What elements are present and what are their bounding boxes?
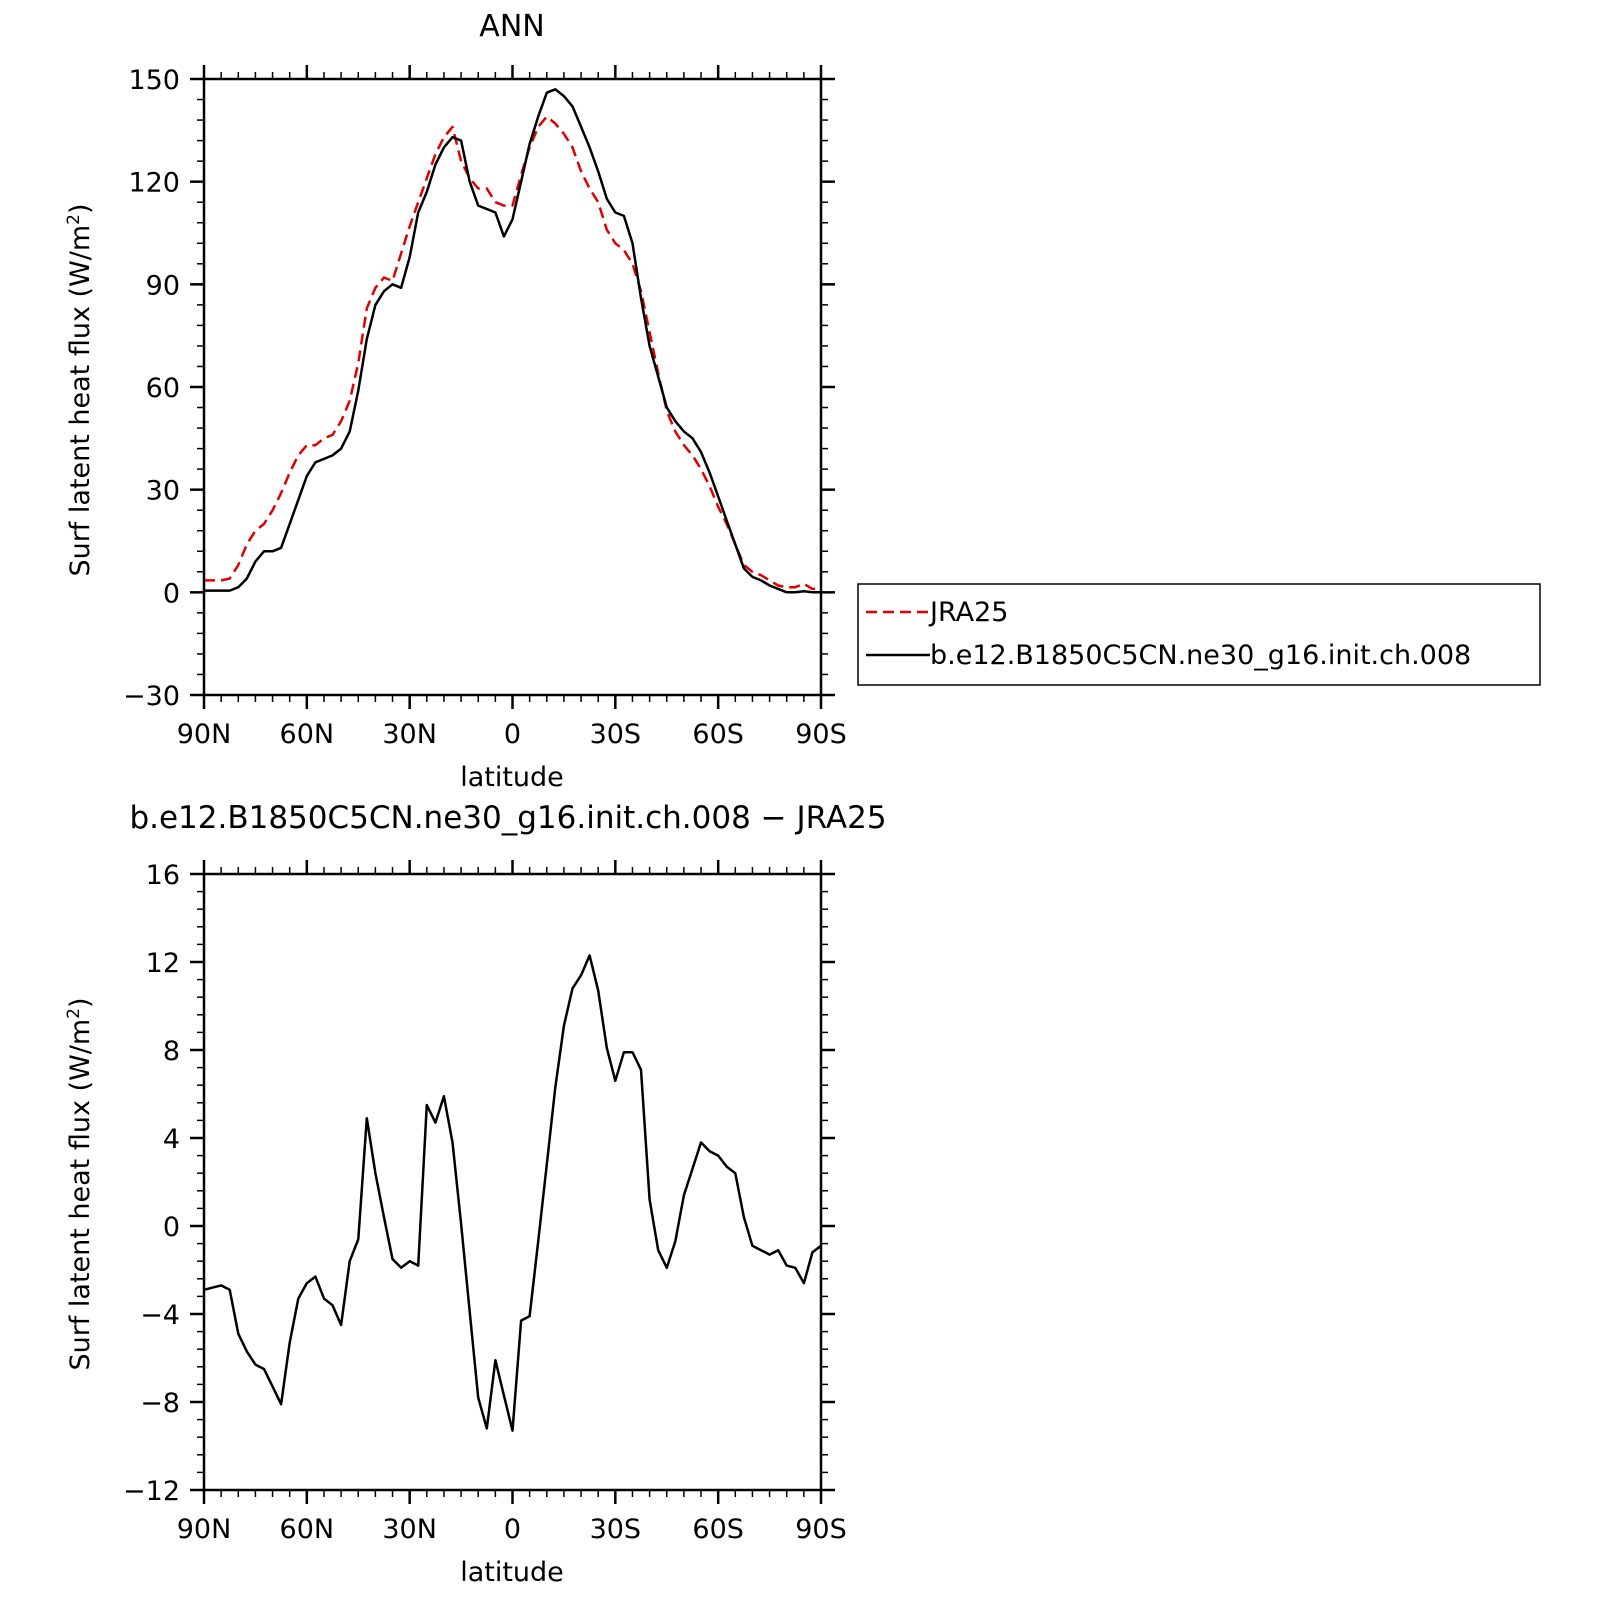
x-tick-label: 60N — [280, 719, 335, 750]
top-y-axis-label-main: Surf latent heat flux (W/m — [65, 225, 96, 577]
x-tick-label: 0 — [504, 719, 521, 750]
x-tick-label: 0 — [504, 1514, 521, 1545]
x-tick-label: 60S — [692, 1514, 744, 1545]
y-tick-label: 30 — [146, 476, 180, 507]
bottom-y-axis-label-end: ) — [65, 997, 96, 1008]
bottom-chart-title: b.e12.B1850C5CN.ne30_g16.init.ch.008 − J… — [129, 800, 886, 836]
x-tick-label: 30S — [590, 719, 642, 750]
legend-label-model: b.e12.B1850C5CN.ne30_g16.init.ch.008 — [930, 640, 1471, 671]
bottom-plot-frame — [202, 872, 823, 1492]
y-tick-label: 0 — [163, 578, 180, 609]
top-plot-lines — [204, 88, 821, 594]
series-line-1-0 — [203, 954, 822, 1432]
x-tick-label: 60S — [692, 719, 744, 750]
x-tick-label: 90N — [177, 719, 232, 750]
bottom-tick-labels: 90N 60N 30N 0 30S 60S 90S 16 12 8 4 0 −4 −8 −12 — [123, 860, 847, 1545]
top-y-axis-label-end: ) — [65, 203, 96, 214]
series-line-0-0 — [204, 115, 821, 591]
y-tick-label: 0 — [163, 1212, 180, 1243]
y-tick-label: −12 — [123, 1476, 180, 1507]
bottom-x-axis-label: latitude — [460, 1557, 564, 1588]
top-y-axis-label: Surf latent heat flux (W/m2) — [64, 203, 96, 576]
y-tick-label: 120 — [128, 168, 180, 199]
y-tick-label: 60 — [146, 373, 180, 404]
x-tick-label: 90S — [795, 719, 847, 750]
y-tick-label: −8 — [140, 1388, 180, 1419]
y-tick-label: 16 — [146, 860, 180, 891]
y-tick-label: 8 — [163, 1036, 180, 1067]
y-tick-label: −30 — [123, 681, 180, 712]
top-panel: ANN 90N 60N 30N 0 30S 60S 90S1501209060300−30 … — [64, 9, 847, 793]
x-tick-label: 30N — [382, 1514, 437, 1545]
legend: JRA25 b.e12.B1850C5CN.ne30_g16.init.ch.0… — [857, 583, 1541, 686]
legend-box — [857, 583, 1541, 686]
top-tick-labels: 90N 60N 30N 0 30S 60S 90S 150 120 90 60 30 0 −30 — [123, 65, 847, 750]
bottom-panel: b.e12.B1850C5CN.ne30_g16.init.ch.008 − J… — [64, 800, 887, 1588]
x-tick-label: 60N — [280, 1514, 335, 1545]
top-plot-frame — [202, 77, 823, 697]
y-tick-label: −4 — [140, 1300, 180, 1331]
x-tick-label: 30S — [590, 1514, 642, 1545]
y-tick-label: 12 — [146, 948, 180, 979]
x-tick-label: 30N — [382, 719, 437, 750]
series-line-0-1 — [204, 88, 821, 594]
top-axis-ticks — [190, 65, 835, 709]
y-tick-label: 4 — [163, 1124, 180, 1155]
top-x-axis-label: latitude — [460, 762, 564, 793]
top-chart-title: ANN — [479, 9, 544, 44]
y-tick-label: 90 — [146, 270, 180, 301]
bottom-y-axis-label: Surf latent heat flux (W/m2) — [64, 997, 96, 1370]
y-tick-label: 150 — [128, 65, 180, 96]
x-tick-label: 90S — [795, 1514, 847, 1545]
top-y-axis-label-sup: 2 — [64, 214, 84, 225]
bottom-y-axis-label-sup: 2 — [64, 1008, 84, 1019]
legend-label-jra25: JRA25 — [928, 597, 1008, 628]
bottom-y-axis-label-main: Surf latent heat flux (W/m — [65, 1019, 96, 1371]
x-tick-label: 90N — [177, 1514, 232, 1545]
bottom-plot-lines — [203, 954, 822, 1432]
